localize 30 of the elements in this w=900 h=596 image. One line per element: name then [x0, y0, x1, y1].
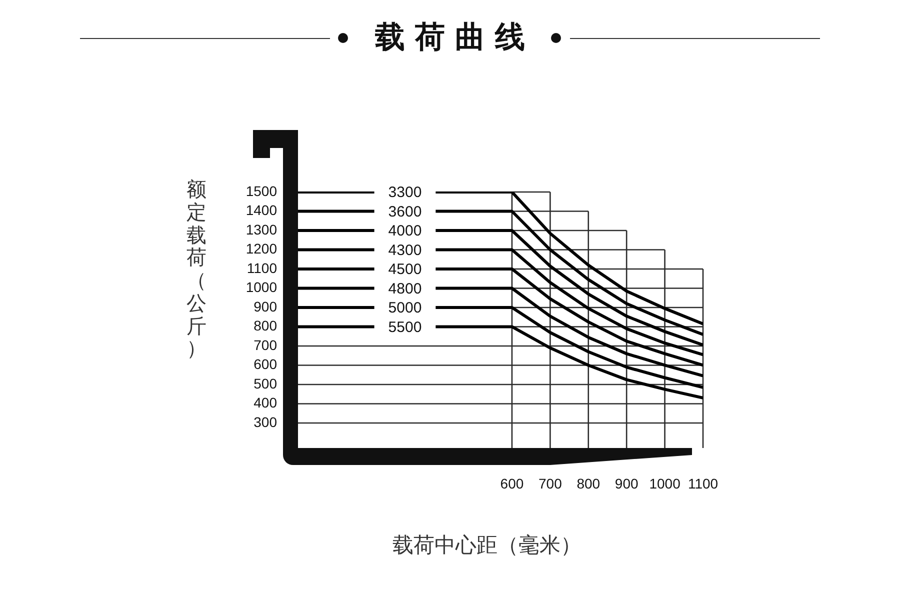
y-axis-title: 额定载荷（公斤） — [186, 177, 207, 360]
series-label: 4800 — [388, 280, 422, 298]
y-tick-label: 900 — [254, 298, 278, 314]
x-tick-label: 600 — [500, 475, 524, 492]
y-tick-label: 1300 — [246, 221, 278, 238]
y-tick-label: 1000 — [246, 279, 278, 296]
x-tick-label: 1000 — [649, 475, 681, 492]
y-tick-label: 400 — [254, 394, 278, 411]
series-label: 5500 — [388, 318, 422, 336]
y-tick-label: 300 — [254, 414, 278, 430]
series-label: 5000 — [388, 300, 422, 317]
y-tick-label: 1100 — [246, 260, 278, 276]
y-tick-label: 800 — [254, 318, 278, 334]
y-tick-label: 700 — [254, 336, 278, 353]
x-tick-label: 800 — [576, 475, 600, 492]
series-label: 4500 — [388, 261, 422, 278]
x-tick-label: 1100 — [688, 475, 718, 492]
y-tick-label: 1500 — [246, 182, 278, 199]
y-tick-label: 1200 — [246, 240, 278, 257]
x-axis-title: 载荷中心距（毫米） — [392, 532, 582, 559]
y-tick-label: 1400 — [246, 202, 278, 218]
y-tick-label: 500 — [254, 375, 278, 392]
series-label: 3600 — [388, 203, 422, 220]
x-tick-label: 900 — [614, 475, 638, 492]
x-tick-label: 700 — [538, 475, 562, 492]
series-label: 4300 — [388, 242, 422, 259]
series-label: 3300 — [388, 184, 422, 202]
chart-title: 载荷曲线 — [374, 20, 535, 55]
series-label: 4000 — [388, 222, 422, 240]
y-tick-label: 600 — [254, 356, 278, 372]
